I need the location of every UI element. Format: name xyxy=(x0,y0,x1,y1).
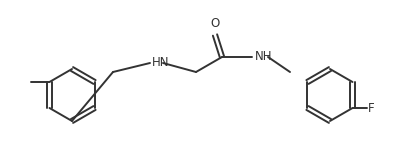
Text: HN: HN xyxy=(152,57,169,69)
Text: O: O xyxy=(210,17,220,30)
Text: F: F xyxy=(368,102,374,114)
Text: NH: NH xyxy=(255,51,272,63)
